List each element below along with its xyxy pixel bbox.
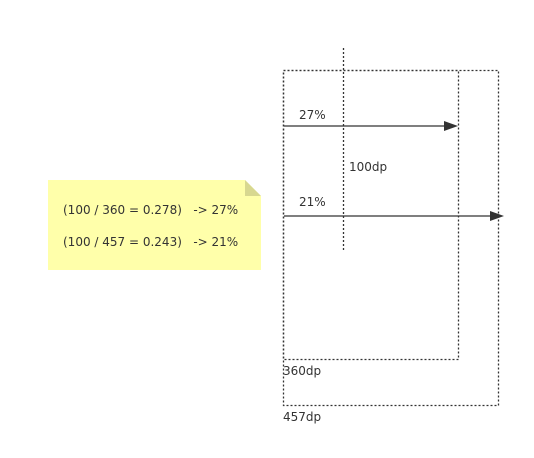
note-fold-corner xyxy=(245,180,261,196)
guide-100dp-label: 100dp xyxy=(349,160,387,174)
arrow-27-head xyxy=(444,121,458,131)
box-360dp-label: 360dp xyxy=(283,364,321,378)
sticky-note: (100 / 360 = 0.278) -> 27% (100 / 457 = … xyxy=(48,180,261,270)
arrow-21-head xyxy=(490,211,504,221)
arrow-27-label: 27% xyxy=(299,108,326,122)
note-line-2: (100 / 457 = 0.243) -> 21% xyxy=(63,235,238,249)
note-body xyxy=(48,180,261,270)
note-line-1: (100 / 360 = 0.278) -> 27% xyxy=(63,203,238,217)
box-457dp-label: 457dp xyxy=(283,410,321,424)
arrow-21-label: 21% xyxy=(299,195,326,209)
